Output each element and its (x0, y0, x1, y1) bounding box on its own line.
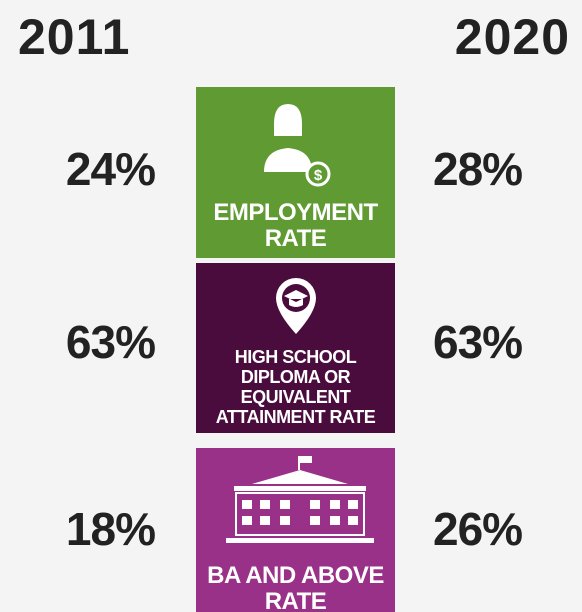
icon-diploma (276, 278, 316, 334)
left-year: 2011 (18, 9, 130, 65)
svg-text:$: $ (314, 167, 323, 184)
left-value: 18% (66, 503, 155, 555)
row-label: HIGH SCHOOL (235, 347, 357, 367)
row-label: EMPLOYMENT (213, 199, 378, 226)
left-value: 63% (66, 316, 155, 368)
icon-employment: $ (264, 104, 331, 187)
row-label: DIPLOMA OR (241, 367, 351, 387)
row-label: RATE (265, 225, 327, 252)
row-label: ATTAINMENT RATE (216, 407, 376, 427)
row-label: BA AND ABOVE (207, 562, 384, 589)
right-value: 63% (433, 316, 522, 368)
left-value: 24% (66, 143, 155, 195)
right-year: 2020 (455, 9, 570, 65)
row-label: EQUIVALENT (241, 387, 351, 407)
icon-building (226, 456, 374, 543)
row-label: RATE (265, 588, 327, 612)
right-value: 26% (433, 503, 522, 555)
right-value: 28% (433, 143, 522, 195)
